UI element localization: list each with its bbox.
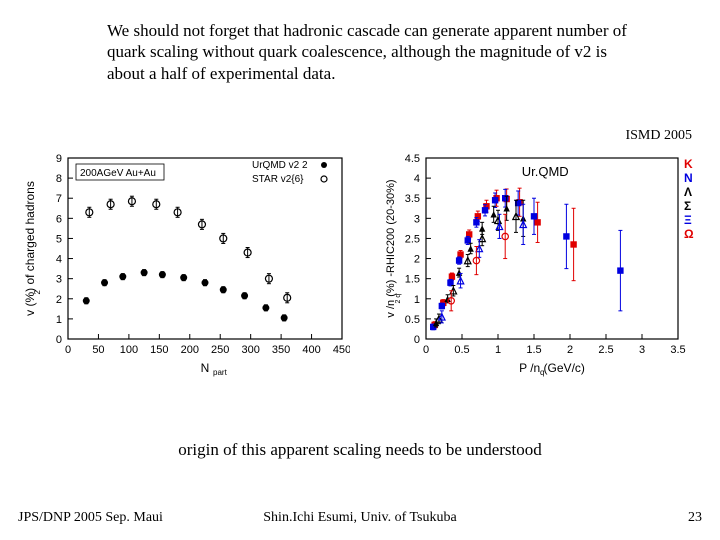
svg-text:400: 400 — [302, 344, 320, 356]
svg-text:3: 3 — [414, 213, 420, 225]
svg-text:350: 350 — [272, 344, 290, 356]
svg-text:P /n (GeV/c): P /n (GeV/c) — [519, 361, 585, 375]
svg-text:2: 2 — [56, 294, 62, 306]
svg-text:7: 7 — [56, 193, 62, 205]
svg-text:N: N — [684, 171, 693, 185]
svg-text:2.5: 2.5 — [598, 344, 613, 356]
svg-text:Ω: Ω — [684, 227, 694, 241]
svg-text:0.5: 0.5 — [405, 314, 420, 326]
svg-text:Ξ: Ξ — [684, 213, 692, 227]
svg-text:300: 300 — [241, 344, 259, 356]
svg-text:6: 6 — [56, 213, 62, 225]
svg-text:Σ: Σ — [684, 199, 691, 213]
svg-text:2: 2 — [33, 290, 42, 295]
ismd-label: ISMD 2005 — [625, 128, 692, 144]
svg-text:9: 9 — [56, 153, 62, 165]
svg-text:0: 0 — [414, 334, 420, 346]
svg-text:1.5: 1.5 — [526, 344, 541, 356]
svg-text:4: 4 — [414, 173, 420, 185]
svg-text:0: 0 — [423, 344, 429, 356]
svg-text:4.5: 4.5 — [405, 153, 420, 165]
svg-text:5: 5 — [56, 233, 62, 245]
svg-text:200AGeV Au+Au: 200AGeV Au+Au — [80, 168, 156, 179]
svg-text:1: 1 — [414, 294, 420, 306]
svg-text:1: 1 — [495, 344, 501, 356]
svg-text:v (%) of charged hadrons: v (%) of charged hadrons — [23, 181, 37, 316]
page-number: 23 — [688, 510, 702, 526]
svg-text:UrQMD v2 2: UrQMD v2 2 — [252, 160, 308, 171]
svg-text:3: 3 — [639, 344, 645, 356]
svg-text:100: 100 — [120, 344, 138, 356]
svg-text:2.5: 2.5 — [405, 233, 420, 245]
svg-text:q: q — [540, 368, 544, 377]
svg-text:4: 4 — [56, 254, 62, 266]
svg-text:150: 150 — [150, 344, 168, 356]
svg-text:1.5: 1.5 — [405, 274, 420, 286]
svg-text:2 q: 2 q — [395, 294, 402, 304]
svg-text:8: 8 — [56, 173, 62, 185]
svg-text:1: 1 — [56, 314, 62, 326]
svg-text:0: 0 — [56, 334, 62, 346]
svg-text:Ur.QMD: Ur.QMD — [522, 164, 569, 179]
svg-text:N: N — [201, 361, 210, 375]
svg-text:Λ: Λ — [684, 185, 692, 199]
scaling-caption: origin of this apparent scaling needs to… — [0, 440, 720, 460]
svg-text:0.5: 0.5 — [454, 344, 469, 356]
svg-text:3.5: 3.5 — [670, 344, 685, 356]
left-chart: 0 50 100 150 200 250 300 350 400 450 0 1 2 3 4 5 6 7 8 9 Npa… — [20, 150, 350, 395]
svg-text:450: 450 — [333, 344, 350, 356]
intro-paragraph: We should not forget that hadronic casca… — [107, 20, 627, 84]
svg-text:3.5: 3.5 — [405, 193, 420, 205]
svg-text:3: 3 — [56, 274, 62, 286]
svg-text:2: 2 — [567, 344, 573, 356]
svg-text:0: 0 — [65, 344, 71, 356]
svg-text:250: 250 — [211, 344, 229, 356]
svg-text:part: part — [213, 368, 228, 377]
svg-text:K: K — [684, 157, 693, 171]
svg-text:STAR v2{6}: STAR v2{6} — [252, 174, 304, 185]
svg-text:2: 2 — [414, 254, 420, 266]
footer-center: Shin.Ichi Esumi, Univ. of Tsukuba — [0, 510, 720, 526]
right-chart: 0 0.5 1 1.5 2 2.5 3 3.5 0 0.5 1 1.5 2 2.5 3 3.5 4 4.5 P /n… — [380, 150, 700, 395]
svg-text:200: 200 — [181, 344, 199, 356]
svg-text:50: 50 — [92, 344, 104, 356]
